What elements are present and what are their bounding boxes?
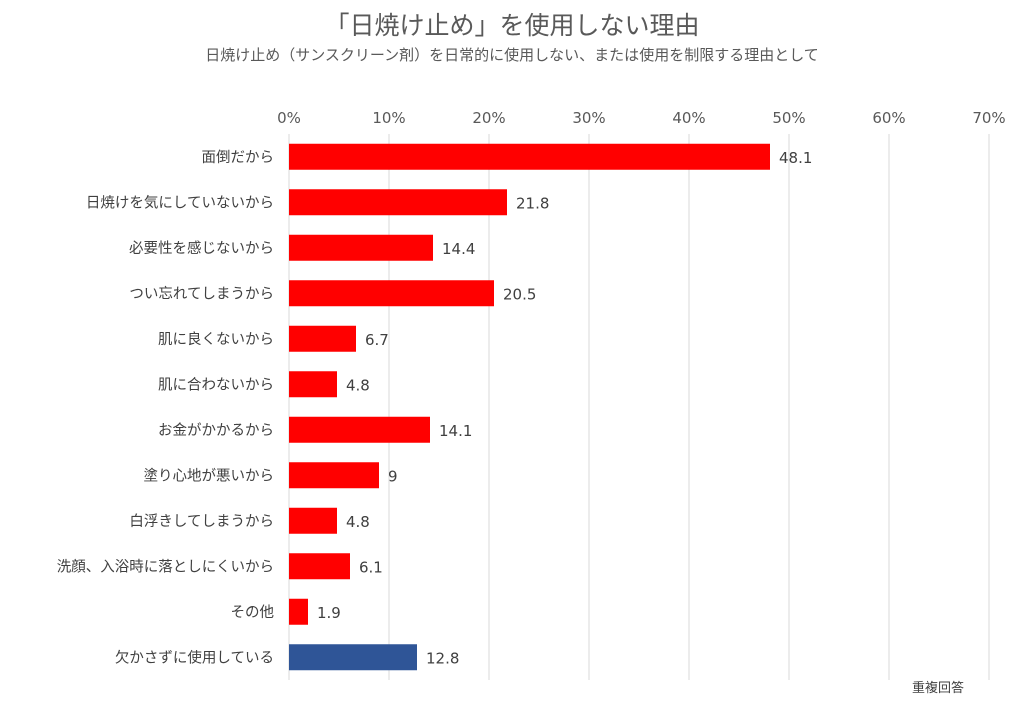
category-label: 必要性を感じないから [129,240,274,257]
category-label: その他 [231,604,275,621]
multiple-answer-note: 重複回答 [912,681,965,696]
x-tick-label: 70% [972,109,1005,127]
category-label: つい忘れてしまうから [129,285,274,302]
category-label: 日焼けを気にしていないから [86,194,274,211]
data-label: 12.8 [426,649,459,667]
x-tick-label: 40% [672,109,705,127]
bar [289,507,337,534]
bar [289,143,770,170]
category-label: 白浮きしてしまうから [129,513,274,530]
x-tick-label: 10% [372,109,405,127]
x-tick-label: 50% [772,109,805,127]
category-label: 面倒だから [202,149,275,166]
x-tick-label: 60% [872,109,905,127]
data-label: 20.5 [503,285,536,303]
data-label: 48.1 [779,149,812,167]
bar [289,462,379,489]
bar [289,598,308,625]
category-label: お金がかかるから [158,422,274,439]
bar [289,234,433,261]
x-tick-label: 20% [472,109,505,127]
category-label: 塗り心地が悪いから [144,466,275,484]
bar [289,553,350,580]
data-label: 21.8 [516,194,549,212]
x-tick-label: 30% [572,109,605,127]
data-label: 6.7 [365,331,389,349]
bar [289,644,417,671]
category-label: 洗顔、入浴時に落としにくいから [57,558,274,575]
data-label: 4.8 [346,376,370,394]
data-label: 4.8 [346,513,370,531]
chart-subtitle: 日焼け止め（サンスクリーン剤）を日常的に使用しない、または使用を制限する理由とし… [205,46,819,64]
bar [289,325,356,352]
data-label: 6.1 [359,558,383,576]
data-label: 14.4 [442,240,475,258]
category-label: 欠かさずに使用している [115,649,274,666]
data-label: 9 [388,467,398,485]
category-label: 肌に合わないから [158,376,274,393]
category-label: 肌に良くないから [158,331,274,348]
bar [289,371,337,398]
data-label: 1.9 [317,604,341,622]
data-label: 14.1 [439,422,472,440]
bar [289,280,494,307]
bar [289,189,507,216]
x-tick-label: 0% [277,109,301,127]
bar [289,416,430,443]
chart-title: 「日焼け止め」を使用しない理由 [324,11,700,40]
